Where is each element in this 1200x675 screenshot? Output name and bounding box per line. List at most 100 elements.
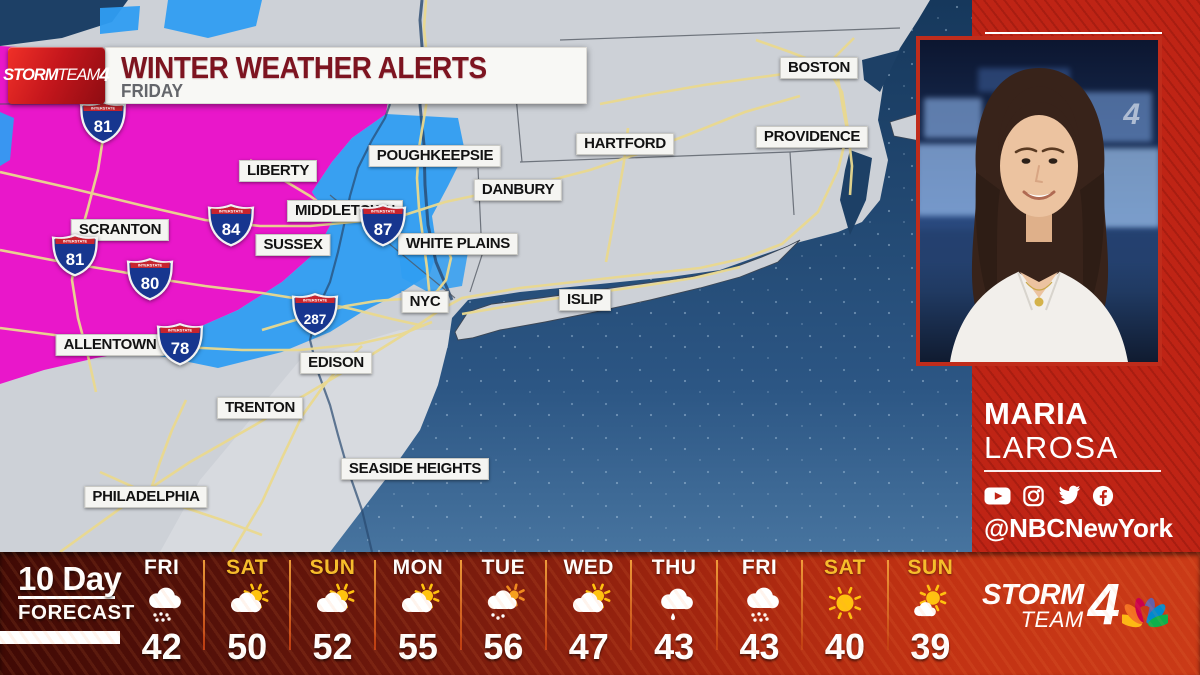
map-label-philadelphia: PHILADELPHIA bbox=[84, 486, 208, 508]
map-label-trenton: TRENTON bbox=[216, 397, 304, 419]
weather-sunshower-icon bbox=[462, 583, 545, 627]
svg-text:INTERSTATE: INTERSTATE bbox=[303, 298, 328, 303]
forecast-day-9-sat: SAT 40 bbox=[803, 552, 886, 667]
nbc-peacock-icon bbox=[1117, 596, 1173, 640]
ten-day-forecast-logo: 10 Day FORECAST bbox=[18, 562, 135, 625]
forecast-day-8-fri: FRI 43 bbox=[718, 552, 801, 667]
forecast-day-5-tue: TUE 56 bbox=[462, 552, 545, 667]
svg-text:81: 81 bbox=[66, 250, 85, 269]
weather-partly-icon bbox=[291, 583, 374, 627]
svg-text:84: 84 bbox=[222, 220, 241, 239]
badge-4: 4 bbox=[99, 64, 110, 86]
instagram-icon bbox=[1022, 485, 1045, 512]
social-icon-row bbox=[984, 485, 1114, 512]
svg-text:INTERSTATE: INTERSTATE bbox=[91, 106, 116, 111]
map-label-hartford: HARTFORD bbox=[576, 133, 674, 155]
day-label: SUN bbox=[907, 556, 954, 579]
interstate-87-shield: INTERSTATE 87 bbox=[359, 203, 407, 247]
map-label-seaside-heights: SEASIDE HEIGHTS bbox=[340, 458, 490, 480]
svg-text:87: 87 bbox=[374, 220, 393, 239]
channel-4-text: 4 bbox=[1087, 572, 1120, 637]
day-label: SAT bbox=[226, 556, 269, 579]
interstate-78-shield: INTERSTATE 78 bbox=[156, 322, 204, 366]
map-label-islip: ISLIP bbox=[558, 289, 612, 311]
weather-partly-icon bbox=[376, 583, 459, 627]
alert-title-box: WINTER WEATHER ALERTS FRIDAY bbox=[105, 47, 587, 104]
day-label: TUE bbox=[481, 556, 526, 579]
team-text: TEAM bbox=[1020, 607, 1084, 632]
ten-day-white-bar bbox=[0, 631, 120, 644]
temperature-value: 39 bbox=[910, 626, 951, 667]
forecast-divider bbox=[459, 560, 462, 650]
forecast-day-6-wed: WED 47 bbox=[547, 552, 630, 667]
interstate-81-shield: INTERSTATE 81 bbox=[79, 100, 127, 144]
map-label-danbury: DANBURY bbox=[473, 179, 563, 201]
temperature-value: 52 bbox=[312, 626, 353, 667]
day-label: WED bbox=[563, 556, 614, 579]
storm-team-4-logo: STORM TEAM 4 bbox=[982, 572, 1173, 640]
weather-snow-icon bbox=[718, 583, 801, 627]
svg-text:287: 287 bbox=[304, 312, 327, 327]
map-label-allentown: ALLENTOWN bbox=[55, 334, 165, 356]
forecast-divider bbox=[886, 560, 889, 650]
map-label-nyc: NYC bbox=[401, 291, 449, 313]
newsroom-screen bbox=[924, 98, 982, 138]
svg-text:INTERSTATE: INTERSTATE bbox=[138, 263, 163, 268]
weather-rain-icon bbox=[632, 583, 715, 627]
temperature-value: 56 bbox=[483, 626, 524, 667]
forecast-divider bbox=[203, 560, 206, 650]
day-label: THU bbox=[651, 556, 697, 579]
page-subtitle: FRIDAY bbox=[121, 81, 184, 101]
map-label-boston: BOSTON bbox=[779, 57, 859, 79]
temperature-value: 42 bbox=[141, 626, 182, 667]
forecast-day-1-fri: FRI 42 bbox=[120, 552, 203, 667]
stormteam4-badge: STORM TEAM 4 bbox=[3, 47, 110, 104]
day-label: FRI bbox=[741, 556, 778, 579]
map-label-sussex: SUSSEX bbox=[255, 234, 331, 256]
svg-text:INTERSTATE: INTERSTATE bbox=[371, 209, 396, 214]
svg-text:78: 78 bbox=[171, 339, 190, 358]
social-handle: @NBCNewYork bbox=[984, 513, 1173, 543]
svg-text:INTERSTATE: INTERSTATE bbox=[168, 328, 193, 333]
map-label-scranton: SCRANTON bbox=[70, 219, 170, 241]
presenter-portrait bbox=[950, 68, 1128, 362]
forecast-day-4-mon: MON 55 bbox=[376, 552, 459, 667]
map-label-edison: EDISON bbox=[300, 352, 372, 374]
forecast-bar: 10 Day FORECAST FRI 42 SAT 50 SUN 52 MON 55 TUE 5… bbox=[0, 552, 1200, 675]
storm-text: STORM bbox=[982, 579, 1084, 611]
presenter-last-name: LAROSA bbox=[984, 430, 1119, 465]
temperature-value: 47 bbox=[568, 626, 609, 667]
interstate-81-shield: INTERSTATE 81 bbox=[51, 233, 99, 277]
badge-team: TEAM bbox=[57, 66, 100, 84]
forecast-title: FORECAST bbox=[18, 601, 135, 624]
forecast-day-2-sat: SAT 50 bbox=[205, 552, 288, 667]
forecast-divider bbox=[630, 560, 633, 650]
forecast-divider bbox=[715, 560, 718, 650]
page-title: WINTER WEATHER ALERTS bbox=[121, 50, 487, 85]
forecast-day-7-thu: THU 43 bbox=[632, 552, 715, 667]
svg-text:81: 81 bbox=[94, 117, 113, 136]
day-label: SUN bbox=[309, 556, 356, 579]
day-label: FRI bbox=[144, 556, 180, 579]
presenter-video: 4 bbox=[916, 36, 1162, 366]
temperature-value: 43 bbox=[654, 626, 695, 667]
presenter-rule bbox=[984, 470, 1161, 472]
svg-text:80: 80 bbox=[141, 274, 160, 293]
interstate-84-shield: INTERSTATE 84 bbox=[207, 203, 255, 247]
map-label-providence: PROVIDENCE bbox=[755, 126, 869, 148]
ten-day-rule bbox=[18, 596, 115, 599]
interstate-287-shield: INTERSTATE 287 bbox=[291, 292, 339, 336]
weather-sunny-icon bbox=[803, 583, 886, 627]
forecast-divider bbox=[288, 560, 291, 650]
weather-partly-icon bbox=[205, 583, 288, 627]
panel-top-rule bbox=[985, 32, 1162, 34]
map-label-liberty: LIBERTY bbox=[238, 160, 318, 182]
twitter-icon bbox=[1056, 485, 1081, 512]
map-label-poughkeepsie: POUGHKEEPSIE bbox=[368, 145, 502, 167]
newsroom-4-logo: 4 bbox=[1123, 98, 1140, 131]
weather-mostlysunny-icon bbox=[889, 583, 972, 627]
interstate-80-shield: INTERSTATE 80 bbox=[126, 257, 174, 301]
weather-snow-icon bbox=[120, 583, 203, 627]
facebook-icon bbox=[1092, 485, 1114, 512]
